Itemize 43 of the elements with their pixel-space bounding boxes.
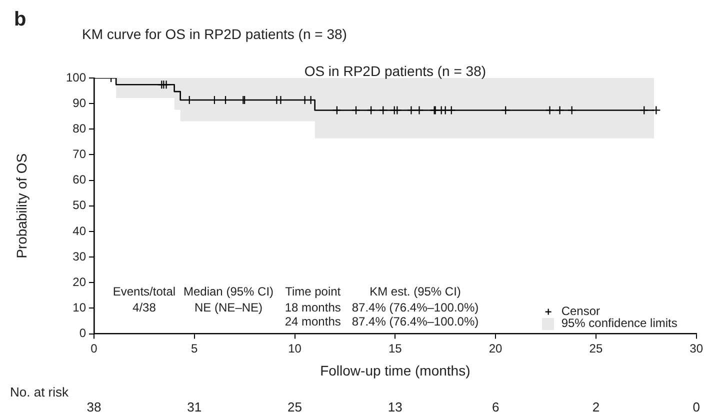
y-axis-title: Probability of OS [13, 153, 30, 258]
x-tick-label: 25 [589, 341, 603, 356]
annotation: 87.4% (76.4%–100.0%) [352, 300, 479, 314]
annotation: NE (NE–NE) [194, 300, 263, 314]
text: 6 [492, 400, 500, 414]
annotation: Events/total [112, 284, 176, 299]
text: 25 [288, 400, 302, 414]
chart-subtitle: OS in RP2D patients (n = 38) [304, 62, 486, 79]
x-tick-label: 20 [488, 341, 503, 356]
y-tick-label: 70 [72, 147, 86, 162]
annotation: Median (95% CI) [183, 284, 274, 299]
annotation: 4/38 [132, 300, 156, 314]
y-tick-label: 20 [72, 274, 86, 289]
annotation: 18 months [284, 300, 341, 314]
annotation: Time point [285, 284, 342, 299]
x-tick-label: 0 [90, 341, 98, 356]
x-axis-title: Follow-up time (months) [320, 362, 470, 378]
y-tick-label: 40 [72, 224, 86, 238]
text: 38 [86, 400, 102, 414]
y-tick-label: 10 [72, 300, 86, 315]
y-tick-label: 90 [72, 96, 86, 110]
y-tick-label: 30 [72, 249, 86, 264]
y-tick-label: 50 [72, 198, 86, 212]
text: 2 [592, 400, 600, 414]
x-tick-label: 5 [191, 341, 198, 356]
x-tick-label: 10 [288, 341, 302, 356]
legend-label: Censor [561, 304, 600, 318]
y-tick-label: 80 [72, 121, 86, 136]
x-tick-label: 15 [388, 341, 402, 356]
annotation: 87.4% (76.4%–100.0%) [352, 314, 479, 329]
x-tick-label: 30 [690, 341, 704, 356]
text: 0 [692, 400, 700, 414]
text: 31 [187, 400, 202, 414]
annotation: 95% confidence limits [561, 316, 678, 330]
chart-title: KM curve for OS in RP2D patients (n = 38) [82, 26, 347, 42]
annotation: 24 months [284, 314, 341, 329]
y-tick-label: 0 [79, 326, 86, 340]
y-tick-label: 60 [72, 172, 86, 187]
y-tick-label: 100 [66, 70, 86, 84]
text: b [14, 8, 26, 31]
annotation: KM est. (95% CI) [370, 284, 461, 299]
text: 13 [388, 400, 402, 414]
text: No. at risk [10, 384, 70, 400]
